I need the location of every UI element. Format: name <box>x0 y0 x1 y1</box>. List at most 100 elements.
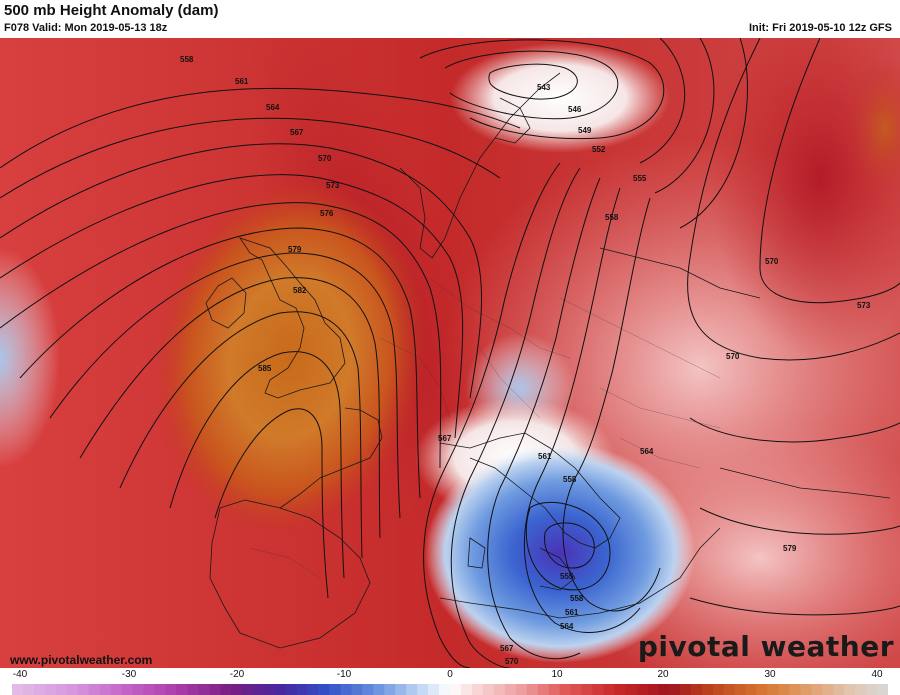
colorbar-cell <box>614 684 626 695</box>
colorbar-cell <box>22 684 35 695</box>
colorbar-cell <box>767 684 779 695</box>
contour-label: 570 <box>318 154 332 163</box>
colorbar-cell <box>504 684 516 695</box>
colorbar-cell <box>756 684 768 695</box>
contour-label: 579 <box>288 245 302 254</box>
contour-label: 555 <box>633 174 647 183</box>
colorbar-tick-label: 30 <box>764 669 776 680</box>
anomaly-north-low <box>450 43 670 153</box>
colorbar-cell <box>701 684 714 695</box>
colorbar-cell <box>669 684 681 695</box>
colorbar-cell <box>778 684 790 695</box>
colorbar-cell <box>439 684 451 695</box>
trough-contours <box>423 162 661 668</box>
colorbar <box>12 684 888 695</box>
contour-label: 549 <box>578 126 592 135</box>
colorbar-cell <box>493 684 506 695</box>
colorbar-cell <box>450 684 462 695</box>
colorbar-cell <box>833 684 845 695</box>
colorbar-cell <box>723 684 735 695</box>
header: 500 mb Height Anomaly (dam) F078 Valid: … <box>0 0 900 38</box>
colorbar-tick-label: 10 <box>551 669 563 680</box>
contour-label: 570 <box>765 257 779 266</box>
colorbar-cell <box>537 684 549 695</box>
colorbar-cell <box>647 684 659 695</box>
contour-label: 561 <box>538 452 552 461</box>
colorbar-cell <box>395 684 407 695</box>
colorbar-tick-label: -40 <box>12 669 28 680</box>
colorbar-cell <box>548 684 560 695</box>
colorbar-cell <box>263 684 276 695</box>
brand-logo: pivotal weather <box>637 630 894 663</box>
colorbar-cell <box>318 684 330 695</box>
colorbar-cell <box>66 684 78 695</box>
colorbar-cell <box>307 684 319 695</box>
colorbar-cell <box>55 684 68 695</box>
website-url: www.pivotalweather.com <box>10 653 153 667</box>
colorbar-cell <box>296 684 308 695</box>
init-time: Init: Fri 2019-05-10 12z GFS <box>748 22 892 34</box>
colorbar-cell <box>351 684 363 695</box>
colorbar-cell <box>143 684 155 695</box>
colorbar-cell <box>154 684 166 695</box>
colorbar-cell <box>460 684 473 695</box>
anomaly-map-svg: 558 561 564 567 570 573 576 579 582 585 … <box>0 38 900 668</box>
contour-label: 564 <box>266 103 280 112</box>
colorbar-cell <box>252 684 265 695</box>
colorbar-cell <box>734 684 746 695</box>
colorbar-cell <box>800 684 812 695</box>
contour-label: 558 <box>180 55 194 64</box>
contour-label: 567 <box>290 128 304 137</box>
valid-time: F078 Valid: Mon 2019-05-13 18z <box>4 22 168 34</box>
colorbar-cell <box>789 684 801 695</box>
colorbar-cell <box>690 684 703 695</box>
colorbar-cell <box>581 684 593 695</box>
colorbar-cell <box>187 684 199 695</box>
colorbar-cell <box>121 684 133 695</box>
contour-label: 573 <box>326 181 340 190</box>
contour-labels: 558 561 564 567 570 573 576 579 582 585 … <box>180 55 871 666</box>
colorbar-cell <box>866 684 878 695</box>
colorbar-tick-label: -20 <box>229 669 245 680</box>
colorbar-cell <box>220 684 232 695</box>
colorbar-cell <box>241 684 254 695</box>
contour-label: 561 <box>565 608 579 617</box>
colorbar-tick-label: -10 <box>336 669 352 680</box>
contour-label: 564 <box>640 447 654 456</box>
contour-label: 570 <box>505 657 519 666</box>
colorbar-cell <box>110 684 122 695</box>
colorbar-tick-label: 40 <box>871 669 883 680</box>
contour-label: 561 <box>235 77 249 86</box>
colorbar-cell <box>603 684 615 695</box>
contour-label: 558 <box>570 594 584 603</box>
north-contours <box>419 38 748 229</box>
contour-label: 585 <box>258 364 272 373</box>
contour-label: 579 <box>783 544 797 553</box>
contour-label: 576 <box>320 209 334 218</box>
colorbar-cell <box>384 684 396 695</box>
contour-label: 555 <box>560 572 574 581</box>
colorbar-cell <box>12 684 24 695</box>
colorbar-cell <box>285 684 297 695</box>
contour-label: 567 <box>500 644 514 653</box>
colorbar-cell <box>198 684 210 695</box>
colorbar-cell <box>570 684 582 695</box>
colorbar-tick-label: 0 <box>447 669 453 680</box>
colorbar-cell <box>526 684 538 695</box>
colorbar-cell <box>515 684 527 695</box>
anomaly-ridge-orange <box>153 179 427 537</box>
colorbar-cell <box>745 684 757 695</box>
colorbar-cell <box>679 684 692 695</box>
contour-label: 573 <box>857 301 871 310</box>
contour-label: 558 <box>605 213 619 222</box>
east-contours <box>687 38 900 616</box>
colorbar-cell <box>428 684 440 695</box>
colorbar-labels: -40 -30 -20 -10 0 10 20 30 40 <box>0 669 900 683</box>
colorbar-cell <box>99 684 111 695</box>
colorbar-cell <box>559 684 571 695</box>
colorbar-cell <box>471 684 484 695</box>
colorbar-cell <box>165 684 177 695</box>
anomaly-west-edge <box>0 248 60 468</box>
colorbar-cell <box>592 684 604 695</box>
colorbar-cell <box>231 684 243 695</box>
